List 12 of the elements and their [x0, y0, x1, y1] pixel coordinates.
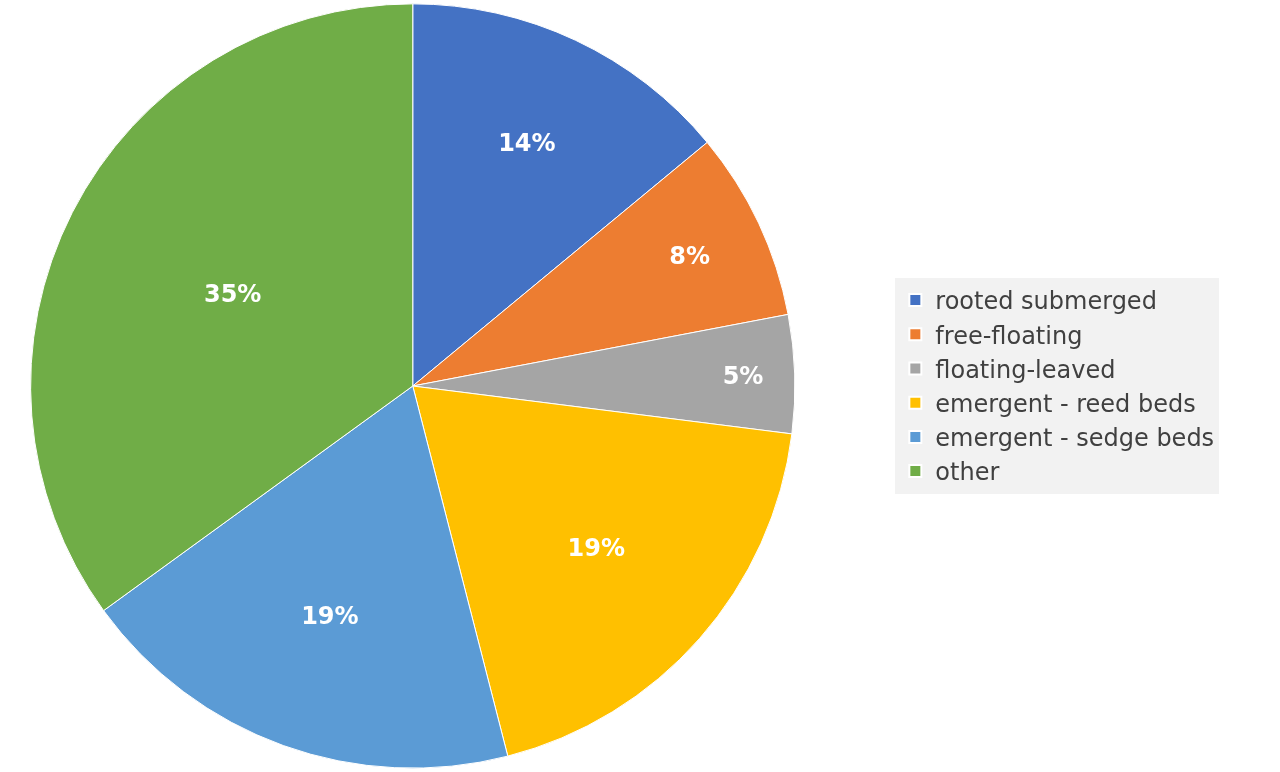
data-label: 8%: [669, 241, 711, 270]
data-label: 19%: [567, 533, 625, 562]
legend-label: other: [935, 458, 1000, 487]
data-label: 35%: [203, 280, 262, 309]
data-label: 14%: [498, 129, 556, 158]
legend-label: emergent - sedge beds: [935, 424, 1215, 453]
data-label: 5%: [722, 361, 764, 390]
legend-label: emergent - reed beds: [935, 390, 1196, 419]
legend-label: floating-leaved: [935, 355, 1116, 384]
data-label: 19%: [301, 602, 359, 631]
legend-label: free-floating: [935, 321, 1083, 350]
legend-label: rooted submerged: [935, 287, 1157, 316]
